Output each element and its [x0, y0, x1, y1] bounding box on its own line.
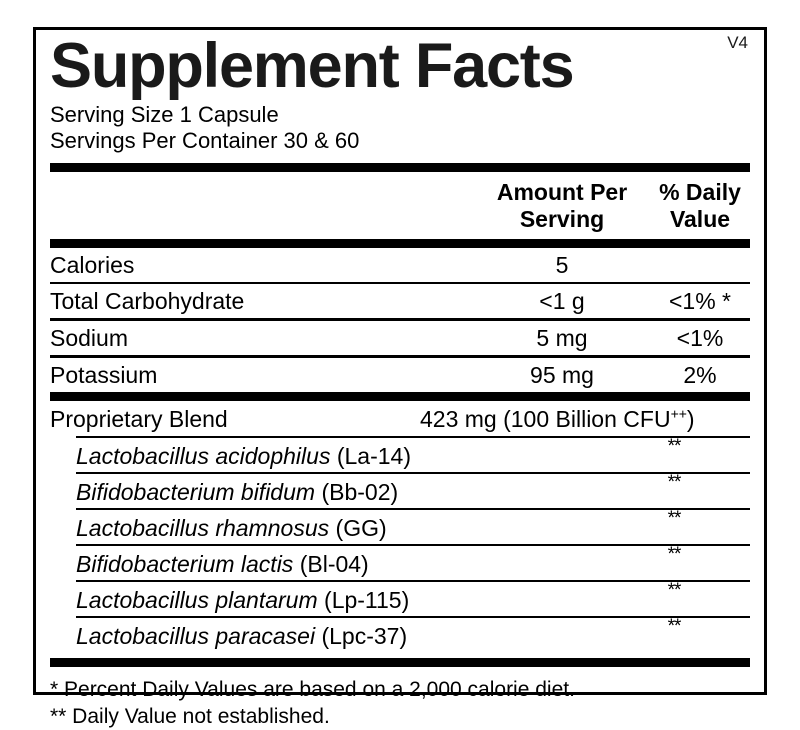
row-divider [76, 616, 750, 618]
strain-species: Lactobacillus paracasei [76, 623, 316, 649]
list-item: Bifidobacterium lactis (Bl-04) ** [76, 544, 750, 580]
strain-daily-value: ** [667, 580, 682, 601]
strain-daily-value: ** [667, 616, 682, 637]
nutrient-amount: <1 g [539, 288, 585, 314]
serving-size-text: Serving Size 1 Capsule [50, 102, 279, 127]
proprietary-blend-name: Proprietary Blend [50, 406, 228, 432]
title-row: Supplement Facts V4 [50, 30, 750, 102]
strain-daily-value: ** [667, 544, 682, 565]
rule-thick-header [50, 239, 750, 248]
strain-daily-value: ** [667, 472, 682, 493]
nutrient-name: Calories [50, 252, 135, 278]
rule-thick-blend [50, 392, 750, 401]
strain-daily-value: ** [667, 436, 682, 457]
column-header-amount-line1: Amount Per [496, 179, 628, 205]
strain-code: (Bl-04) [299, 551, 369, 577]
spacer [50, 154, 750, 163]
strain-name: Lactobacillus plantarum (Lp-115) [76, 586, 409, 614]
row-divider [76, 508, 750, 510]
strain-name: Bifidobacterium bifidum (Bb-02) [76, 478, 398, 506]
strain-code: (Lp-115) [324, 587, 410, 613]
row-divider [76, 544, 750, 546]
strain-daily-value: ** [667, 508, 682, 529]
table-row: Calories 5 [50, 248, 750, 282]
table-row: Sodium 5 mg <1% [50, 321, 750, 355]
version-superscript: V4 [727, 33, 748, 52]
column-header-amount-line2: Serving [519, 206, 605, 232]
strain-name: Lactobacillus paracasei (Lpc-37) [76, 622, 407, 650]
row-divider [76, 472, 750, 474]
strain-species: Lactobacillus rhamnosus [76, 515, 330, 541]
list-item: Lactobacillus acidophilus (La-14) ** [76, 436, 750, 472]
list-item: Lactobacillus rhamnosus (GG) ** [76, 508, 750, 544]
row-divider [50, 318, 750, 321]
nutrient-name: Potassium [50, 362, 158, 388]
strain-species: Bifidobacterium bifidum [76, 479, 316, 505]
strain-list: Lactobacillus acidophilus (La-14) ** Bif… [50, 436, 750, 652]
list-item: Bifidobacterium bifidum (Bb-02) ** [76, 472, 750, 508]
nutrient-name: Sodium [50, 325, 128, 351]
strain-species: Lactobacillus acidophilus [76, 443, 331, 469]
blend-amount-suffix: ) [686, 406, 695, 432]
strain-name: Lactobacillus rhamnosus (GG) [76, 514, 387, 542]
column-header-row: Amount Per Serving % Daily Value [50, 172, 750, 239]
column-header-amount: Amount Per Serving [474, 179, 650, 233]
strain-name: Bifidobacterium lactis (Bl-04) [76, 550, 369, 578]
proprietary-blend-row: Proprietary Blend 423 mg (100 Billion CF… [50, 401, 750, 436]
nutrient-amount: 5 [555, 252, 569, 278]
list-item: Lactobacillus paracasei (Lpc-37) ** [76, 616, 750, 652]
footnote-daily-value-not-established: ** Daily Value not established. [50, 705, 330, 728]
column-header-daily-value: % Daily Value [650, 179, 750, 233]
servings-per-container-text: Servings Per Container 30 & 60 [50, 128, 360, 153]
proprietary-blend-amount: 423 mg (100 Billion CFU++) [420, 405, 695, 433]
page-title: Supplement Facts [50, 31, 575, 101]
table-row: Total Carbohydrate <1 g <1% * [50, 284, 750, 318]
nutrient-amount: 5 mg [536, 325, 588, 351]
column-header-dv-line2: Value [669, 206, 731, 232]
strain-name: Lactobacillus acidophilus (La-14) [76, 442, 411, 470]
list-item: Lactobacillus plantarum (Lp-115) ** [76, 580, 750, 616]
footnote-percent-daily-value: * Percent Daily Values are based on a 2,… [50, 678, 575, 701]
nutrient-daily-value: <1% [676, 325, 724, 351]
strain-species: Lactobacillus plantarum [76, 587, 318, 613]
footnote-block: * Percent Daily Values are based on a 2,… [50, 667, 750, 730]
strain-code: (Bb-02) [321, 479, 399, 505]
nutrient-amount: 95 mg [530, 362, 594, 388]
nutrient-daily-value: 2% [683, 362, 717, 388]
row-divider [76, 436, 750, 438]
strain-species: Bifidobacterium lactis [76, 551, 294, 577]
blend-amount-prefix: 423 mg (100 Billion CFU [420, 406, 671, 432]
strain-code: (Lpc-37) [321, 623, 408, 649]
rule-thick-footnotes [50, 658, 750, 667]
rule-thick-top [50, 163, 750, 172]
nutrient-name: Total Carbohydrate [50, 288, 245, 314]
supplement-facts-panel: Supplement Facts V4 Serving Size 1 Capsu… [33, 27, 767, 728]
table-row: Potassium 95 mg 2% [50, 358, 750, 392]
row-divider [50, 355, 750, 358]
blend-amount-superscript: ++ [670, 405, 687, 422]
row-divider [50, 282, 750, 284]
column-header-dv-line1: % Daily [659, 179, 741, 205]
nutrient-daily-value: <1% * [668, 288, 731, 314]
strain-code: (La-14) [336, 443, 411, 469]
strain-code: (GG) [335, 515, 387, 541]
row-divider [76, 580, 750, 582]
